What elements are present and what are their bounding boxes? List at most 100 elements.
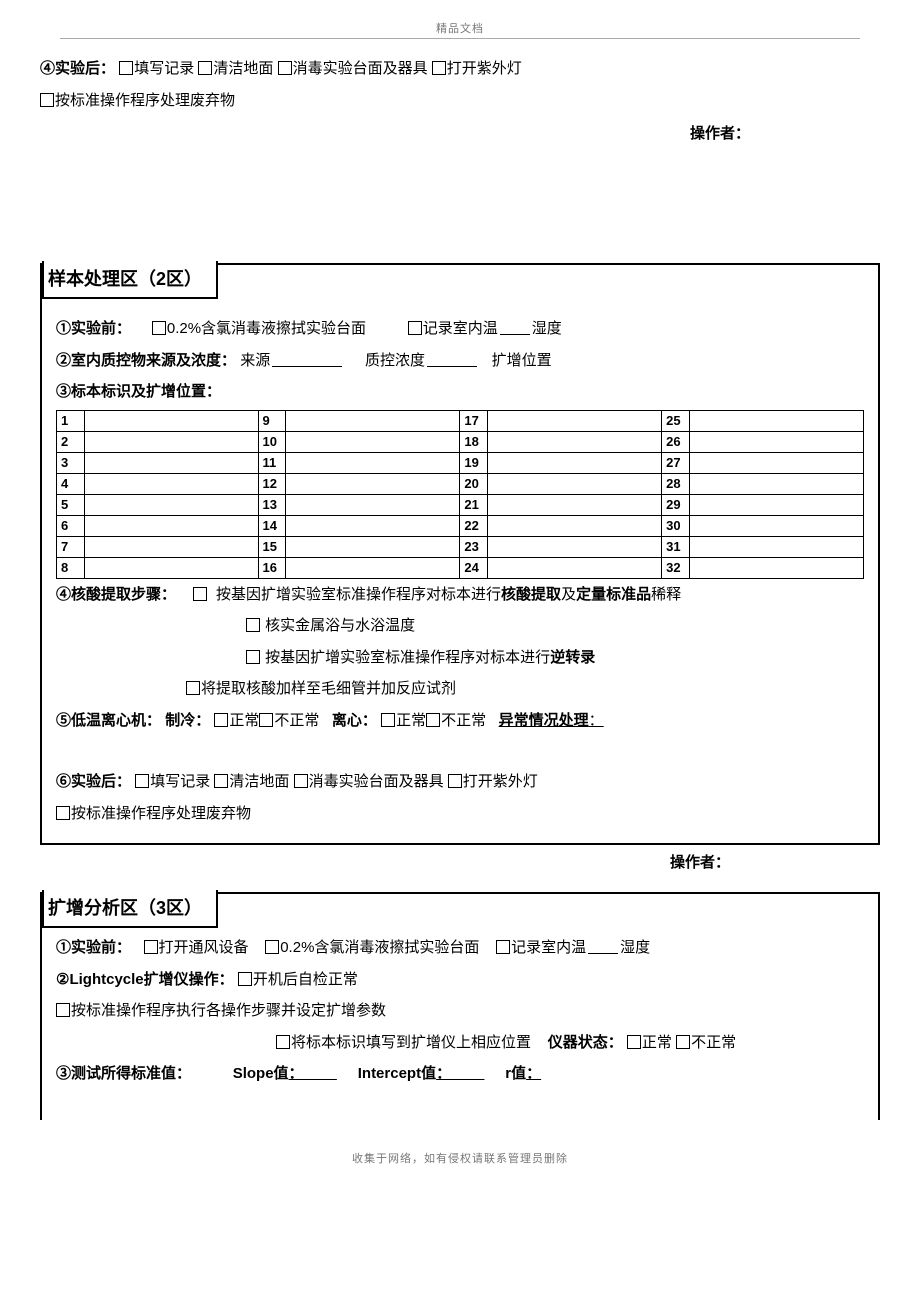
checkbox[interactable] bbox=[381, 713, 395, 727]
plate-cell-value[interactable] bbox=[286, 410, 460, 431]
plate-cell-value[interactable] bbox=[286, 431, 460, 452]
temp-blank[interactable] bbox=[500, 319, 530, 335]
checkbox[interactable] bbox=[193, 587, 207, 601]
plate-cell-index: 6 bbox=[57, 515, 85, 536]
plate-cell-value[interactable] bbox=[488, 536, 662, 557]
checkbox[interactable] bbox=[152, 321, 166, 335]
checkbox[interactable] bbox=[246, 618, 260, 632]
plate-cell-index: 31 bbox=[662, 536, 690, 557]
checkbox[interactable] bbox=[135, 774, 149, 788]
header-note: 精品文档 bbox=[60, 20, 860, 39]
plate-cell-value[interactable] bbox=[689, 452, 863, 473]
plate-cell-value[interactable] bbox=[286, 473, 460, 494]
plate-cell-value[interactable] bbox=[488, 473, 662, 494]
zone2-step5-prefix: ⑤低温离心机： bbox=[56, 712, 161, 729]
plate-cell-value[interactable] bbox=[286, 536, 460, 557]
plate-cell-value[interactable] bbox=[286, 557, 460, 578]
checkbox[interactable] bbox=[198, 61, 212, 75]
label: 正常 bbox=[642, 1034, 672, 1051]
checkbox[interactable] bbox=[432, 61, 446, 75]
plate-cell-index: 23 bbox=[460, 536, 488, 557]
plate-cell-value[interactable] bbox=[84, 557, 258, 578]
plate-cell-value[interactable] bbox=[689, 557, 863, 578]
plate-cell-value[interactable] bbox=[84, 515, 258, 536]
zone3-step3-prefix: ③测试所得标准值： bbox=[56, 1065, 191, 1082]
plate-cell-index: 18 bbox=[460, 431, 488, 452]
conc-blank[interactable] bbox=[427, 351, 477, 367]
checkbox[interactable] bbox=[56, 1003, 70, 1017]
checkbox[interactable] bbox=[278, 61, 292, 75]
plate-cell-value[interactable] bbox=[286, 515, 460, 536]
plate-cell-index: 22 bbox=[460, 515, 488, 536]
plate-cell-value[interactable] bbox=[689, 410, 863, 431]
label: 质控浓度 bbox=[365, 352, 425, 369]
zone2-step5: ⑤低温离心机： 制冷： 正常不正常 离心： 正常不正常 异常情况处理： bbox=[56, 705, 864, 737]
plate-cell-value[interactable] bbox=[689, 473, 863, 494]
checkbox[interactable] bbox=[627, 1035, 641, 1049]
plate-cell-value[interactable] bbox=[689, 431, 863, 452]
checkbox[interactable] bbox=[238, 972, 252, 986]
checkbox[interactable] bbox=[496, 940, 510, 954]
checkbox[interactable] bbox=[426, 713, 440, 727]
zone3-title: 扩增分析区（3区） bbox=[42, 890, 218, 928]
footer-note: 收集于网络，如有侵权请联系管理员删除 bbox=[40, 1150, 880, 1166]
plate-cell-value[interactable] bbox=[488, 515, 662, 536]
source-blank[interactable] bbox=[272, 351, 342, 367]
label: 制冷： bbox=[165, 712, 210, 729]
checkbox[interactable] bbox=[294, 774, 308, 788]
plate-cell-value[interactable] bbox=[84, 431, 258, 452]
checkbox[interactable] bbox=[119, 61, 133, 75]
label: 不正常 bbox=[274, 712, 319, 729]
plate-cell-value[interactable] bbox=[286, 452, 460, 473]
plate-cell-value[interactable] bbox=[488, 452, 662, 473]
operator-label: 操作者： bbox=[40, 851, 880, 872]
label: 记录室内温 bbox=[511, 939, 586, 956]
label: 扩增位置 bbox=[492, 352, 552, 369]
plate-cell-index: 17 bbox=[460, 410, 488, 431]
plate-cell-index: 14 bbox=[258, 515, 286, 536]
zone3-step2-prefix: ②Lightcycle扩增仪操作： bbox=[56, 971, 234, 988]
label: 正常 bbox=[229, 712, 259, 729]
plate-cell-value[interactable] bbox=[84, 494, 258, 515]
checkbox[interactable] bbox=[408, 321, 422, 335]
plate-cell-value[interactable] bbox=[488, 494, 662, 515]
plate-cell-value[interactable] bbox=[689, 494, 863, 515]
checkbox[interactable] bbox=[214, 774, 228, 788]
checkbox[interactable] bbox=[676, 1035, 690, 1049]
plate-cell-value[interactable] bbox=[689, 515, 863, 536]
checkbox[interactable] bbox=[214, 713, 228, 727]
plate-cell-value[interactable] bbox=[84, 473, 258, 494]
checkbox[interactable] bbox=[259, 713, 273, 727]
checkbox[interactable] bbox=[448, 774, 462, 788]
checkbox[interactable] bbox=[265, 940, 279, 954]
plate-cell-index: 24 bbox=[460, 557, 488, 578]
zone3-step2-l3: 将标本标识填写到扩增仪上相应位置 仪器状态： 正常 不正常 bbox=[56, 1027, 864, 1059]
plate-cell-value[interactable] bbox=[84, 452, 258, 473]
plate-cell-value[interactable] bbox=[488, 557, 662, 578]
zone2-step3-prefix: ③标本标识及扩增位置： bbox=[56, 383, 221, 400]
label: 记录室内温 bbox=[423, 320, 498, 337]
zone2-step4-l3: 按基因扩增实验室标准操作程序对标本进行逆转录 bbox=[56, 642, 864, 674]
label: 0.2%含氯消毒液擦拭实验台面 bbox=[280, 939, 479, 956]
label: 打开紫外灯 bbox=[447, 60, 522, 77]
label: 稀释 bbox=[651, 586, 681, 603]
plate-cell-value[interactable] bbox=[488, 431, 662, 452]
checkbox[interactable] bbox=[144, 940, 158, 954]
plate-cell-index: 1 bbox=[57, 410, 85, 431]
plate-cell-value[interactable] bbox=[689, 536, 863, 557]
checkbox[interactable] bbox=[246, 650, 260, 664]
checkbox[interactable] bbox=[40, 93, 54, 107]
label: 核实金属浴与水浴温度 bbox=[265, 617, 415, 634]
plate-cell-value[interactable] bbox=[84, 410, 258, 431]
plate-cell-value[interactable] bbox=[488, 410, 662, 431]
zone2-step2-prefix: ②室内质控物来源及浓度： bbox=[56, 352, 236, 369]
zone3-section: 扩增分析区（3区） ①实验前： 打开通风设备 0.2%含氯消毒液擦拭实验台面 记… bbox=[40, 892, 880, 1120]
temp-blank[interactable] bbox=[588, 938, 618, 954]
label: 离心： bbox=[332, 712, 377, 729]
label: 定量标准品 bbox=[576, 586, 651, 603]
checkbox[interactable] bbox=[276, 1035, 290, 1049]
plate-cell-value[interactable] bbox=[84, 536, 258, 557]
checkbox[interactable] bbox=[186, 681, 200, 695]
checkbox[interactable] bbox=[56, 806, 70, 820]
plate-cell-value[interactable] bbox=[286, 494, 460, 515]
